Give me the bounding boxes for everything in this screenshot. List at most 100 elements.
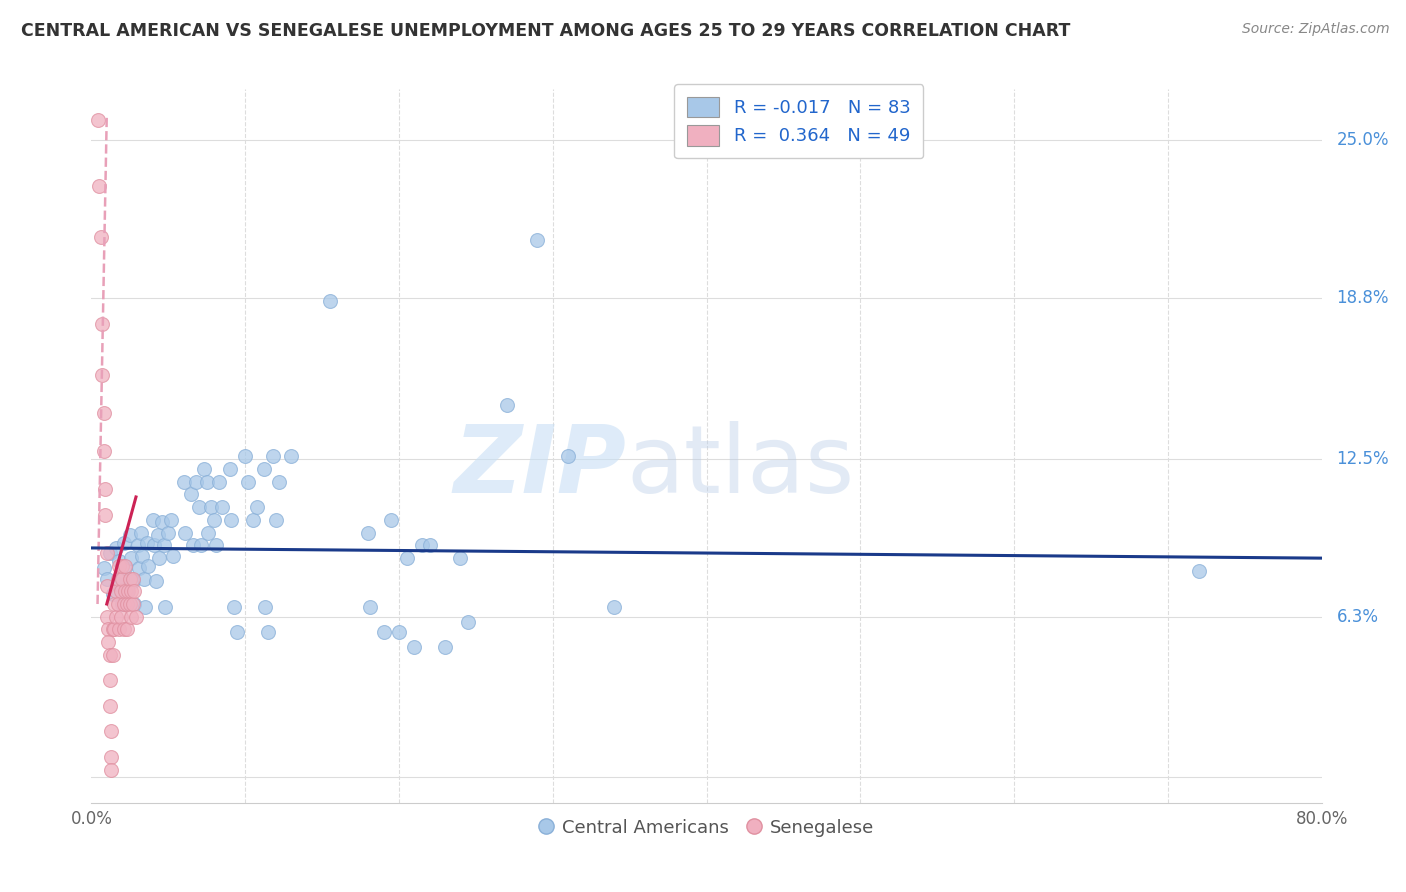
- Point: [380, 513, 402, 527]
- Point: [112, 536, 135, 550]
- Point: [107, 597, 129, 611]
- Point: [101, 587, 124, 601]
- Point: [135, 536, 157, 550]
- Point: [603, 599, 626, 614]
- Point: [221, 513, 243, 527]
- Point: [359, 599, 381, 614]
- Point: [120, 551, 142, 566]
- Point: [100, 763, 122, 777]
- Point: [100, 750, 122, 764]
- Point: [193, 462, 215, 476]
- Point: [148, 551, 170, 566]
- Point: [205, 538, 228, 552]
- Point: [160, 513, 183, 527]
- Point: [157, 525, 180, 540]
- Point: [264, 513, 287, 527]
- Point: [112, 597, 135, 611]
- Point: [254, 599, 277, 614]
- Point: [404, 640, 426, 655]
- Point: [97, 623, 120, 637]
- Point: [143, 538, 166, 552]
- Point: [105, 541, 127, 555]
- Point: [120, 584, 142, 599]
- Point: [94, 508, 117, 522]
- Legend: Central Americans, Senegalese: Central Americans, Senegalese: [531, 812, 882, 844]
- Point: [280, 449, 302, 463]
- Point: [495, 398, 517, 412]
- Point: [118, 597, 141, 611]
- Point: [128, 561, 150, 575]
- Point: [146, 528, 169, 542]
- Point: [96, 546, 118, 560]
- Point: [98, 698, 121, 713]
- Point: [197, 525, 219, 540]
- Point: [202, 513, 225, 527]
- Point: [131, 549, 153, 563]
- Point: [101, 648, 124, 662]
- Point: [449, 551, 471, 566]
- Text: CENTRAL AMERICAN VS SENEGALESE UNEMPLOYMENT AMONG AGES 25 TO 29 YEARS CORRELATIO: CENTRAL AMERICAN VS SENEGALESE UNEMPLOYM…: [21, 22, 1070, 40]
- Point: [218, 462, 240, 476]
- Point: [162, 549, 184, 563]
- Point: [111, 558, 134, 573]
- Point: [103, 623, 125, 637]
- Point: [105, 609, 127, 624]
- Point: [174, 525, 197, 540]
- Point: [253, 462, 276, 476]
- Point: [86, 112, 108, 127]
- Point: [107, 572, 129, 586]
- Text: 6.3%: 6.3%: [1336, 607, 1378, 626]
- Point: [98, 546, 121, 560]
- Point: [1187, 564, 1209, 578]
- Point: [181, 538, 204, 552]
- Point: [108, 554, 131, 568]
- Point: [115, 597, 138, 611]
- Point: [114, 561, 136, 575]
- Point: [267, 475, 290, 489]
- Point: [107, 576, 129, 591]
- Point: [153, 599, 177, 614]
- Point: [145, 574, 167, 588]
- Point: [134, 599, 156, 614]
- Point: [150, 516, 173, 530]
- Point: [257, 625, 280, 640]
- Point: [114, 558, 136, 573]
- Point: [110, 584, 132, 599]
- Point: [246, 500, 269, 515]
- Point: [96, 579, 118, 593]
- Point: [142, 513, 165, 527]
- Text: atlas: atlas: [627, 421, 855, 514]
- Point: [242, 513, 264, 527]
- Point: [136, 558, 159, 573]
- Point: [411, 538, 433, 552]
- Point: [93, 561, 115, 575]
- Point: [93, 406, 115, 420]
- Point: [108, 623, 131, 637]
- Point: [111, 597, 134, 611]
- Point: [103, 597, 125, 611]
- Point: [127, 538, 149, 552]
- Point: [122, 574, 145, 588]
- Text: 12.5%: 12.5%: [1336, 450, 1389, 467]
- Text: Source: ZipAtlas.com: Source: ZipAtlas.com: [1241, 22, 1389, 37]
- Point: [188, 500, 211, 515]
- Point: [90, 230, 112, 244]
- Point: [96, 609, 118, 624]
- Point: [373, 625, 395, 640]
- Point: [87, 179, 110, 194]
- Point: [211, 500, 233, 515]
- Point: [110, 609, 132, 624]
- Point: [388, 625, 411, 640]
- Point: [101, 623, 124, 637]
- Point: [108, 558, 131, 573]
- Point: [122, 572, 145, 586]
- Point: [190, 538, 212, 552]
- Point: [118, 528, 141, 542]
- Point: [195, 475, 218, 489]
- Point: [93, 444, 115, 458]
- Point: [224, 599, 246, 614]
- Point: [120, 609, 142, 624]
- Point: [124, 597, 146, 611]
- Point: [125, 609, 148, 624]
- Point: [173, 475, 195, 489]
